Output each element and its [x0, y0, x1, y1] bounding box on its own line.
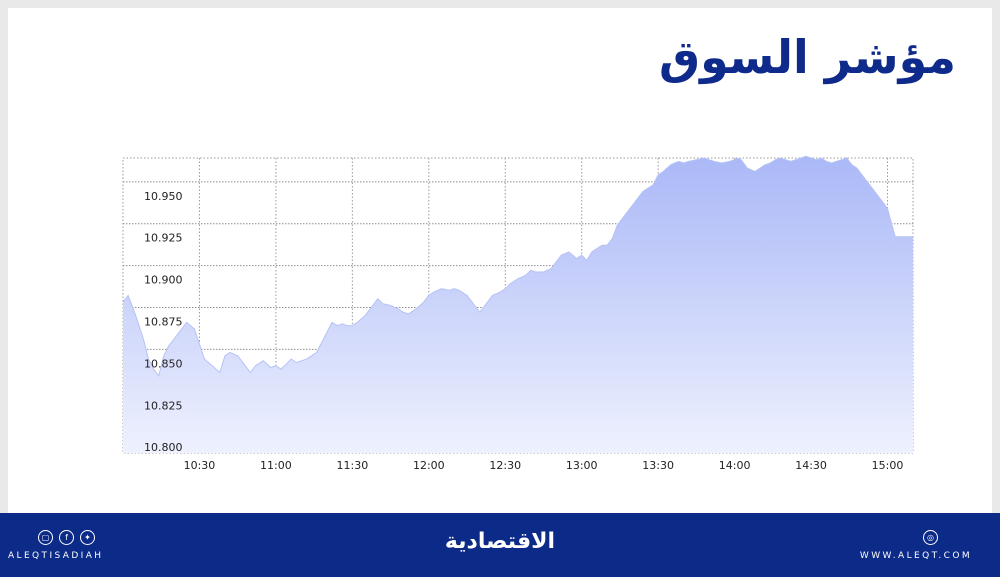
- x-tick-label: 15:00: [872, 459, 904, 472]
- instagram-icon[interactable]: ▢: [38, 530, 53, 545]
- y-tick-label: 10.875: [144, 316, 183, 329]
- index-line: [122, 155, 913, 378]
- y-tick-label: 10.800: [144, 441, 183, 454]
- y-tick-label: 10.950: [144, 190, 183, 203]
- brand-logo-text: الاقتصادية: [444, 529, 556, 554]
- web-icon[interactable]: ◎: [923, 530, 938, 545]
- y-tick-label: 10.825: [144, 399, 183, 412]
- x-tick-label: 11:00: [260, 459, 292, 472]
- web-icon-wrap: ◎: [923, 530, 938, 545]
- social-icons: ▢ f ✦: [38, 530, 95, 545]
- x-tick-label: 14:00: [719, 459, 751, 472]
- x-tick-label: 13:00: [566, 459, 598, 472]
- x-tick-label: 10:30: [184, 459, 216, 472]
- facebook-icon[interactable]: f: [59, 530, 74, 545]
- footer-bar: ▢ f ✦ ALEQTISADIAH الاقتصادية ◎ WWW.ALEQ…: [0, 513, 1000, 577]
- y-axis-labels: 10.950 10.925 10.900 10.875 10.850 10.825 10.8…: [144, 190, 183, 454]
- x-tick-label: 14:30: [795, 459, 827, 472]
- x-axis-labels: 10:30 11:00 11:30 12:00 12:30 13:00 13:30 14:00…: [184, 459, 904, 472]
- y-tick-label: 10.925: [144, 232, 183, 245]
- social-handle[interactable]: ALEQTISADIAH: [8, 551, 104, 561]
- y-tick-label: 10.850: [144, 357, 183, 370]
- index-area: [123, 156, 913, 454]
- x-tick-label: 13:30: [642, 459, 674, 472]
- x-tick-label: 11:30: [337, 459, 369, 472]
- twitter-icon[interactable]: ✦: [80, 530, 95, 545]
- y-tick-label: 10.900: [144, 274, 183, 287]
- x-tick-label: 12:30: [489, 459, 521, 472]
- page-title: مؤشر السوق: [658, 30, 956, 84]
- website-url[interactable]: WWW.ALEQT.COM: [859, 551, 972, 561]
- x-tick-label: 12:00: [413, 459, 445, 472]
